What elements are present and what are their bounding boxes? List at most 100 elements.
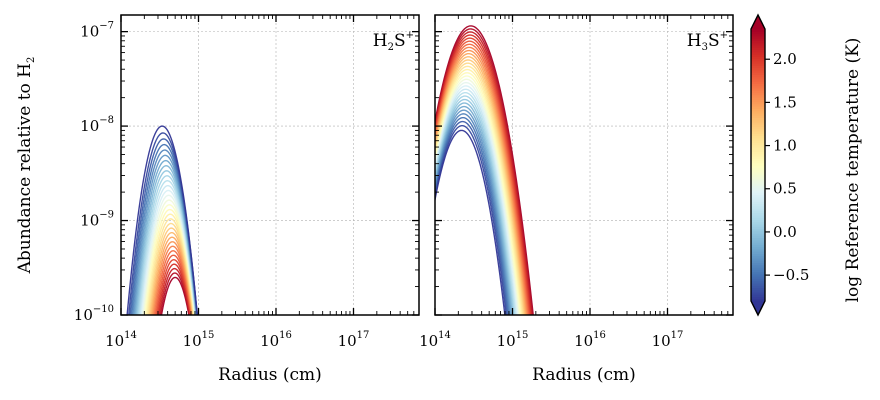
colorbar-segment [751, 40, 765, 44]
colorbar-segment [751, 162, 765, 166]
colorbar-segment [751, 298, 765, 302]
left-ticks [120, 15, 420, 316]
colorbar-segment [751, 117, 765, 121]
colorbar-segment [751, 273, 765, 277]
colorbar-segment [751, 235, 765, 239]
colorbar-tick-label: −0.5 [773, 266, 809, 284]
colorbar-segment [751, 38, 765, 41]
colorbar-segment [751, 53, 765, 57]
colorbar-segment [751, 208, 765, 211]
colorbar-tick-label: 1.0 [773, 137, 797, 155]
colorbar-segment [751, 282, 765, 286]
colorbar-segment [751, 165, 765, 168]
x-tick-label: 1014 [419, 330, 451, 350]
colorbar-segment [751, 158, 765, 162]
colorbar-segment [751, 103, 765, 107]
colorbar-segment [751, 119, 765, 123]
y-tick-label: 10−9 [80, 210, 114, 230]
colorbar-segment [751, 146, 765, 150]
colorbar-segment [751, 112, 765, 116]
colorbar-segment [751, 237, 765, 241]
colorbar-segment [751, 189, 765, 193]
left-y-tick-labels: 10−10 10−9 10−8 10−7 [74, 21, 114, 324]
left-grid [121, 15, 419, 315]
x-tick-label: 1016 [574, 330, 606, 350]
colorbar-segment [751, 246, 765, 250]
colorbar-segment [751, 180, 765, 184]
colorbar-segment [751, 217, 765, 220]
colorbar-tick-label: 2.0 [773, 50, 797, 68]
colorbar-segment [751, 230, 765, 234]
colorbar-segment [751, 124, 765, 128]
colorbar-extend-max [751, 15, 765, 29]
colorbar-segment [751, 58, 765, 62]
y-axis-label: Abundance relative to H2 [15, 57, 37, 275]
colorbar-segment [751, 94, 765, 98]
right-axes-frame [434, 14, 734, 316]
colorbar-segment [751, 167, 765, 171]
colorbar-segment [751, 271, 765, 275]
right-x-axis-label: Radius (cm) [532, 365, 636, 385]
colorbar-segment [751, 223, 765, 227]
colorbar-segment [751, 262, 765, 266]
colorbar-segment [751, 196, 765, 200]
colorbar-segment [751, 144, 765, 148]
colorbar-segment [751, 72, 765, 75]
colorbar-segment [751, 260, 765, 264]
x-tick-label: 1015 [497, 330, 529, 350]
colorbar-segment [751, 31, 765, 35]
colorbar-segment [751, 106, 765, 109]
colorbar-segment [751, 201, 765, 205]
colorbar-segment [751, 253, 765, 257]
colorbar-segment [751, 128, 765, 132]
colorbar-gradient [750, 13, 766, 317]
colorbar-tick-label: 0.5 [773, 180, 797, 198]
colorbar-segment [751, 151, 765, 155]
colorbar-segment [751, 135, 765, 139]
y-tick-label: 10−7 [80, 21, 114, 41]
colorbar-segment [751, 226, 765, 230]
colorbar-segment [751, 92, 765, 96]
colorbar-segment [751, 296, 765, 300]
left-curves [126, 125, 199, 315]
colorbar-segment [751, 74, 765, 78]
colorbar-segment [751, 142, 765, 146]
colorbar-segment [751, 244, 765, 248]
colorbar-tick-label: 0.0 [773, 223, 797, 241]
colorbar-segment [751, 69, 765, 73]
left-x-axis-label: Radius (cm) [218, 365, 322, 385]
colorbar-segment [751, 49, 765, 53]
colorbar-segment [751, 60, 765, 64]
colorbar-segment [751, 85, 765, 89]
left-species-label: H2S+ [373, 30, 414, 53]
colorbar-segment [751, 205, 765, 209]
colorbar-segment [751, 294, 765, 298]
colorbar-extend-min [751, 301, 765, 315]
colorbar-segment [751, 242, 765, 245]
colorbar-segment [751, 160, 765, 164]
colorbar-segment [751, 83, 765, 87]
colorbar-segment [751, 137, 765, 141]
colorbar-segment [751, 97, 765, 100]
x-tick-label: 1015 [183, 330, 215, 350]
colorbar-segment [751, 140, 765, 143]
x-tick-label: 1016 [260, 330, 292, 350]
x-tick-label: 1017 [338, 330, 370, 350]
colorbar-segment [751, 214, 765, 218]
colorbar-segment [751, 267, 765, 270]
right-curves [435, 25, 534, 315]
colorbar-segment [751, 278, 765, 282]
colorbar-segment [751, 221, 765, 225]
colorbar-segment [751, 187, 765, 191]
colorbar-segment [751, 212, 765, 216]
colorbar-outline [750, 13, 766, 317]
colorbar-segment [751, 78, 765, 82]
colorbar-segment [751, 289, 765, 293]
colorbar-segment [751, 233, 765, 236]
colorbar-segment [751, 67, 765, 71]
right-panel: H3S+ 1014 1015 1016 1017 Radius (cm) [419, 14, 734, 385]
colorbar-segment [751, 65, 765, 69]
colorbar-segment [751, 110, 765, 114]
colorbar-segment [751, 192, 765, 196]
colorbar-segment [751, 33, 765, 37]
